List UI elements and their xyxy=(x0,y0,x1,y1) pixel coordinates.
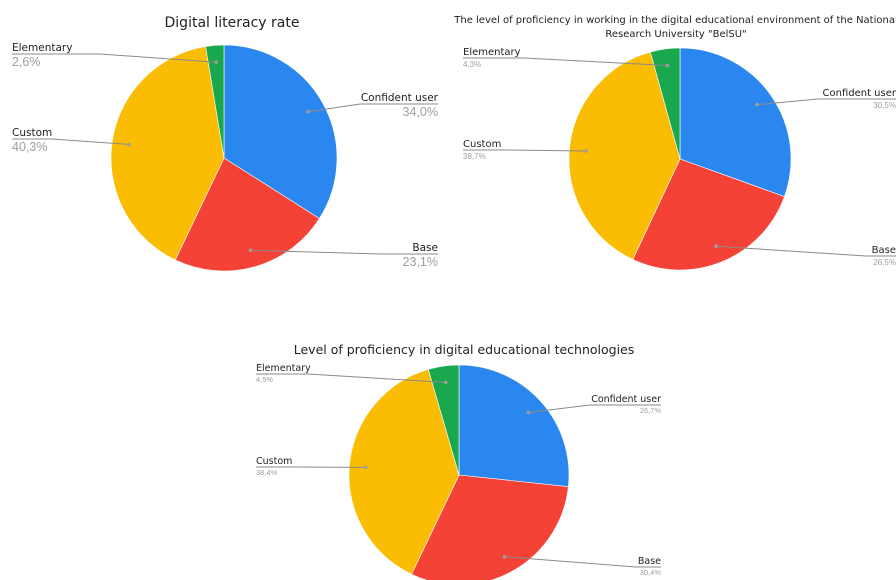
slice-label-elementary: Elementary xyxy=(12,42,72,54)
chart-title-line-2: Research University "BelSU" xyxy=(605,29,746,40)
chart-title: Digital literacy rate xyxy=(165,15,300,31)
pie-slice-custom xyxy=(110,46,225,261)
pie-chart-digital-environment: The level of proficiency in working in t… xyxy=(453,15,896,271)
slice-value-custom: 38,7% xyxy=(463,152,486,161)
slice-value-elementary: 2,6% xyxy=(12,55,41,69)
chart-title: Level of proficiency in digital educatio… xyxy=(294,342,635,357)
leader-dot-elementary xyxy=(444,380,448,385)
pie-slice-confident-user xyxy=(458,364,570,488)
slice-label-custom: Custom xyxy=(256,456,292,467)
leader-line-confident-user xyxy=(757,98,896,106)
pie-slice-elementary xyxy=(650,47,681,160)
leader-dot-confident-user xyxy=(755,102,759,107)
leader-line-confident-user xyxy=(528,404,661,413)
pie-slice-custom xyxy=(568,51,681,260)
slice-value-base: 30,4% xyxy=(640,568,662,577)
pie-chart-digital-literacy: Digital literacy rate Confident user34,0… xyxy=(12,15,439,272)
slice-label-elementary: Elementary xyxy=(256,363,311,374)
leader-dot-base xyxy=(714,244,718,248)
leader-line-custom xyxy=(463,149,587,152)
slice-value-elementary: 4,5% xyxy=(256,375,273,384)
leader-dot-confident-user xyxy=(306,109,311,114)
slice-label-confident-user: Confident user xyxy=(591,394,661,405)
slice-value-base: 26,5% xyxy=(873,258,896,267)
pie-slice-base xyxy=(632,158,785,271)
leader-line-elementary xyxy=(463,57,668,66)
leader-line-confident-user xyxy=(308,103,438,113)
pie-chart-educational-technologies: Level of proficiency in digital educatio… xyxy=(256,342,661,580)
slice-label-custom: Custom xyxy=(12,127,52,139)
leader-dot-base xyxy=(248,248,253,253)
leader-dot-base xyxy=(502,554,507,559)
slice-value-custom: 38,4% xyxy=(256,468,278,477)
leader-line-elementary xyxy=(12,53,217,63)
slice-label-base: Base xyxy=(638,556,661,567)
pie-slice-elementary xyxy=(205,44,225,159)
leader-line-base xyxy=(250,249,438,255)
slice-label-elementary: Elementary xyxy=(463,47,521,58)
pie-slice-base xyxy=(411,474,569,580)
slice-label-base: Base xyxy=(412,242,438,254)
leader-dot-elementary xyxy=(665,63,670,68)
pie-slice-confident-user xyxy=(223,44,338,219)
pie-slice-custom xyxy=(348,368,460,575)
leader-line-custom xyxy=(12,138,129,145)
pie-slice-elementary xyxy=(427,364,460,476)
leader-dot-elementary xyxy=(214,60,218,65)
slice-label-base: Base xyxy=(872,245,896,256)
chart-title-line-1: The level of proficiency in working in t… xyxy=(453,15,896,26)
leader-line-base xyxy=(504,556,661,568)
slice-label-custom: Custom xyxy=(463,139,501,150)
slice-value-confident-user: 34,0% xyxy=(403,105,438,119)
slice-label-confident-user: Confident user xyxy=(823,88,896,99)
slice-value-base: 23,1% xyxy=(403,255,438,269)
pie-slice-base xyxy=(174,157,320,272)
pie-slice-confident-user xyxy=(679,47,792,197)
slice-value-confident-user: 30,5% xyxy=(873,101,896,110)
leader-dot-confident-user xyxy=(526,410,531,415)
leader-line-elementary xyxy=(256,373,446,383)
slice-value-confident-user: 26,7% xyxy=(640,406,662,415)
leader-dot-custom xyxy=(364,465,368,470)
leader-dot-custom xyxy=(127,142,131,147)
slice-value-custom: 40,3% xyxy=(12,140,47,154)
leader-line-base xyxy=(716,245,896,257)
slice-value-elementary: 4,3% xyxy=(463,60,481,69)
slice-label-confident-user: Confident user xyxy=(361,92,439,104)
leader-dot-custom xyxy=(584,149,588,153)
